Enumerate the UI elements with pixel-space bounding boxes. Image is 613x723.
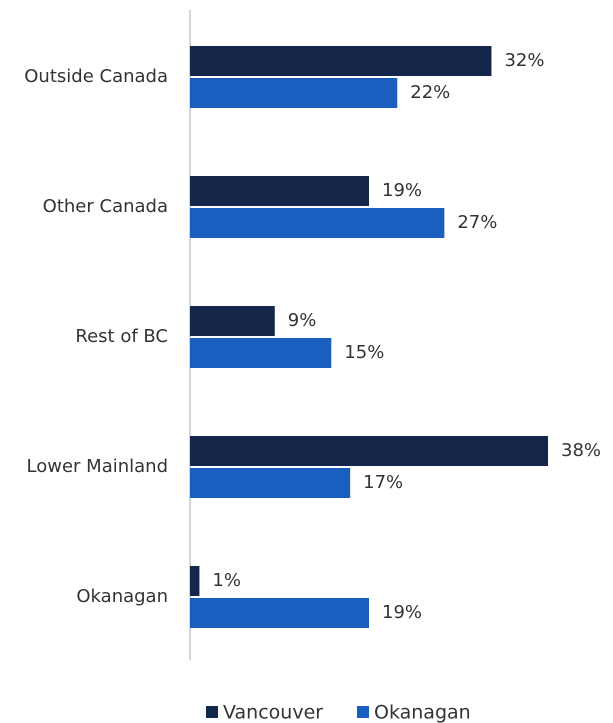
value-label: 15% [344,342,384,363]
category-label: Other Canada [43,196,168,217]
bar [190,468,351,498]
legend-swatch [357,706,369,718]
value-label: 22% [410,82,450,103]
bar [190,436,548,466]
value-label: 19% [382,180,422,201]
value-label: 27% [457,212,497,233]
value-label: 32% [504,50,544,71]
value-label: 19% [382,602,422,623]
value-label: 38% [561,440,601,461]
category-label: Outside Canada [24,66,168,87]
bar [190,208,445,238]
category-label: Lower Mainland [27,456,168,477]
category-label: Okanagan [76,586,168,607]
category-label: Rest of BC [75,326,168,347]
legend-swatch [206,706,218,718]
value-label: 17% [363,472,403,493]
bar [190,46,492,76]
bar [190,338,332,368]
bar [190,78,398,108]
legend-label: Okanagan [374,702,471,723]
value-label: 9% [288,310,317,331]
value-label: 1% [212,570,241,591]
bar [190,598,369,628]
bar [190,306,275,336]
bar [190,176,369,206]
bar [190,566,200,596]
legend-label: Vancouver [223,702,323,723]
